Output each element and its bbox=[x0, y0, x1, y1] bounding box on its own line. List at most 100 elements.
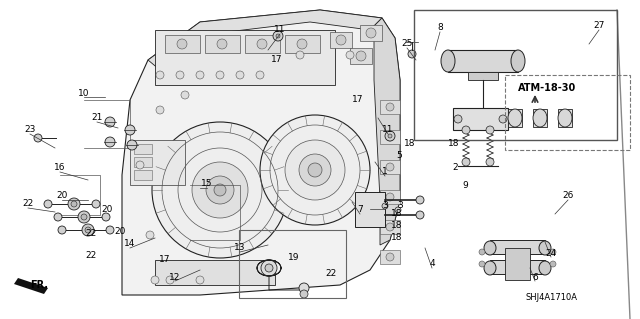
Text: 17: 17 bbox=[352, 95, 364, 105]
Circle shape bbox=[408, 50, 416, 58]
Bar bbox=[490, 240, 545, 254]
Text: 22: 22 bbox=[85, 228, 97, 238]
Circle shape bbox=[125, 125, 135, 135]
Text: 22: 22 bbox=[22, 199, 34, 209]
Circle shape bbox=[299, 283, 309, 293]
Bar bbox=[414, 10, 617, 140]
Text: 18: 18 bbox=[391, 233, 403, 241]
Circle shape bbox=[416, 211, 424, 219]
Circle shape bbox=[366, 28, 376, 38]
Circle shape bbox=[34, 134, 42, 142]
Text: 1: 1 bbox=[382, 167, 388, 176]
Circle shape bbox=[68, 198, 80, 210]
Bar bbox=[505, 75, 630, 150]
Text: 17: 17 bbox=[271, 55, 283, 63]
Circle shape bbox=[454, 115, 462, 123]
Circle shape bbox=[214, 184, 226, 196]
Text: 20: 20 bbox=[56, 191, 68, 201]
Ellipse shape bbox=[484, 261, 496, 275]
Circle shape bbox=[71, 201, 77, 207]
Bar bbox=[448, 50, 518, 72]
Circle shape bbox=[152, 122, 288, 258]
Text: 3: 3 bbox=[382, 201, 388, 210]
Bar bbox=[508, 109, 522, 127]
Circle shape bbox=[261, 260, 277, 276]
Circle shape bbox=[462, 126, 470, 134]
Circle shape bbox=[285, 140, 345, 200]
Circle shape bbox=[356, 51, 366, 61]
Ellipse shape bbox=[441, 50, 455, 72]
Circle shape bbox=[388, 134, 392, 138]
Circle shape bbox=[127, 140, 137, 150]
Text: 18: 18 bbox=[391, 220, 403, 229]
Text: 18: 18 bbox=[391, 209, 403, 218]
Circle shape bbox=[78, 211, 90, 223]
Circle shape bbox=[386, 253, 394, 261]
Circle shape bbox=[81, 214, 87, 220]
Circle shape bbox=[82, 224, 94, 236]
Circle shape bbox=[44, 200, 52, 208]
Circle shape bbox=[386, 163, 394, 171]
Text: 19: 19 bbox=[288, 254, 300, 263]
Circle shape bbox=[550, 261, 556, 267]
Ellipse shape bbox=[484, 241, 496, 255]
Circle shape bbox=[181, 91, 189, 99]
Circle shape bbox=[346, 51, 354, 59]
Text: 23: 23 bbox=[24, 125, 36, 135]
Circle shape bbox=[462, 158, 470, 166]
Text: 20: 20 bbox=[101, 204, 113, 213]
Text: 8: 8 bbox=[437, 24, 443, 33]
Ellipse shape bbox=[558, 109, 572, 127]
Circle shape bbox=[260, 115, 370, 225]
Circle shape bbox=[146, 231, 154, 239]
Circle shape bbox=[486, 158, 494, 166]
Bar bbox=[205, 35, 240, 53]
Circle shape bbox=[336, 35, 346, 45]
Circle shape bbox=[196, 71, 204, 79]
Ellipse shape bbox=[539, 241, 551, 255]
Text: 6: 6 bbox=[532, 272, 538, 281]
Bar bbox=[360, 25, 382, 41]
Circle shape bbox=[386, 223, 394, 231]
Circle shape bbox=[58, 226, 66, 234]
Ellipse shape bbox=[508, 109, 522, 127]
Circle shape bbox=[105, 137, 115, 147]
Text: FR.: FR. bbox=[30, 280, 48, 290]
Bar bbox=[239, 230, 346, 298]
Bar bbox=[134, 170, 152, 180]
Text: 13: 13 bbox=[234, 243, 246, 253]
Text: SHJ4A1710A: SHJ4A1710A bbox=[525, 293, 577, 302]
Ellipse shape bbox=[539, 261, 551, 275]
Circle shape bbox=[85, 227, 91, 233]
Text: 18: 18 bbox=[448, 138, 460, 147]
Circle shape bbox=[265, 264, 273, 272]
Text: 18: 18 bbox=[404, 138, 416, 147]
Text: ATM-18-30: ATM-18-30 bbox=[518, 83, 576, 93]
Circle shape bbox=[297, 39, 307, 49]
Text: 12: 12 bbox=[170, 272, 180, 281]
Circle shape bbox=[382, 203, 388, 209]
Circle shape bbox=[216, 71, 224, 79]
Circle shape bbox=[156, 106, 164, 114]
Circle shape bbox=[479, 249, 485, 255]
Text: 16: 16 bbox=[54, 164, 66, 173]
Circle shape bbox=[550, 249, 556, 255]
Polygon shape bbox=[122, 10, 400, 295]
Circle shape bbox=[196, 276, 204, 284]
Circle shape bbox=[236, 71, 244, 79]
Text: 5: 5 bbox=[396, 152, 402, 160]
Text: 3: 3 bbox=[397, 201, 403, 210]
Circle shape bbox=[299, 154, 331, 186]
Text: 25: 25 bbox=[401, 40, 413, 48]
Bar bbox=[155, 260, 275, 285]
Polygon shape bbox=[148, 10, 382, 70]
Circle shape bbox=[308, 163, 322, 177]
Bar bbox=[245, 35, 280, 53]
Bar bbox=[134, 144, 152, 154]
Bar bbox=[285, 35, 320, 53]
Text: 21: 21 bbox=[92, 114, 102, 122]
Bar bbox=[380, 100, 400, 114]
Bar bbox=[468, 72, 498, 80]
Circle shape bbox=[416, 196, 424, 204]
Text: 20: 20 bbox=[115, 227, 125, 236]
